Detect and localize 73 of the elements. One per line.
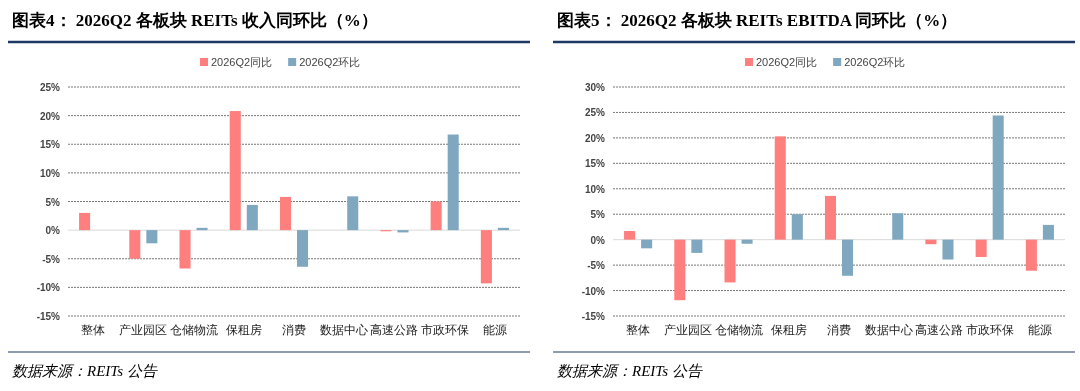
bar — [146, 230, 158, 244]
legend-label: 2026Q2同比 — [211, 56, 273, 68]
x-tick-label: 市政环保 — [965, 323, 1014, 337]
y-tick-label: 15% — [39, 139, 61, 151]
x-tick-label: 能源 — [1027, 323, 1052, 337]
bar — [246, 204, 258, 231]
y-tick-label: 5% — [45, 196, 61, 208]
bar — [774, 136, 786, 240]
y-tick-label: 30% — [584, 82, 606, 93]
y-tick-label: -10% — [36, 282, 61, 294]
x-tick-label: 消费 — [827, 323, 851, 337]
y-tick-label: -5% — [42, 253, 61, 265]
y-tick-label: -15% — [581, 311, 606, 322]
y-tick-label: -10% — [581, 285, 606, 297]
y-tick-label: 15% — [584, 158, 606, 170]
bar — [691, 239, 703, 253]
y-tick-label: 0% — [45, 225, 61, 237]
bar — [1042, 224, 1054, 240]
legend-label: 2026Q2同比 — [756, 56, 818, 68]
x-tick-label: 整体 — [81, 323, 106, 337]
chart-title: 图表4： 2026Q2 各板块 REITs 收入同环比（%） — [12, 11, 378, 30]
y-tick-label: 25% — [584, 107, 606, 119]
bar — [824, 195, 836, 240]
bar — [447, 134, 459, 231]
source-note: 数据来源：REITs 公告 — [12, 363, 158, 379]
chart-title: 图表5： 2026Q2 各板块 REITs EBITDA 同环比（%） — [557, 11, 958, 30]
y-tick-label: 20% — [584, 132, 606, 144]
bar — [975, 239, 987, 257]
bar — [347, 196, 359, 231]
x-tick-label: 能源 — [482, 323, 507, 337]
bar — [129, 230, 141, 259]
y-tick-label: 10% — [584, 183, 606, 195]
bar — [279, 196, 291, 231]
legend-label: 2026Q2环比 — [844, 56, 906, 68]
bar — [992, 115, 1004, 240]
x-tick-label: 保租房 — [770, 323, 807, 337]
y-tick-label: 10% — [39, 167, 61, 179]
bar — [641, 239, 653, 249]
bar — [892, 213, 904, 240]
bar — [179, 230, 191, 269]
x-tick-label: 仓储物流 — [169, 323, 218, 337]
bar — [480, 230, 492, 284]
y-tick-label: -5% — [587, 260, 606, 272]
x-tick-label: 仓储物流 — [714, 323, 763, 337]
y-tick-label: 0% — [590, 234, 606, 246]
x-tick-label: 高速公路 — [370, 323, 419, 337]
x-tick-label: 高速公路 — [915, 323, 964, 337]
x-tick-label: 产业园区 — [664, 323, 713, 337]
x-tick-label: 市政环保 — [420, 323, 469, 337]
bar — [79, 212, 91, 231]
y-tick-label: 25% — [39, 82, 61, 93]
source-note: 数据来源：REITs 公告 — [557, 363, 703, 379]
bar — [741, 239, 753, 244]
bar — [229, 111, 241, 231]
bar — [1025, 239, 1037, 271]
bar — [842, 239, 854, 276]
bar — [430, 201, 442, 231]
y-tick-label: 5% — [590, 209, 606, 221]
bar — [297, 230, 309, 267]
legend-label: 2026Q2环比 — [299, 56, 361, 68]
bar — [791, 214, 803, 240]
bar — [674, 239, 686, 301]
bar — [724, 239, 736, 283]
bar — [942, 239, 954, 260]
x-tick-label: 数据中心 — [320, 323, 369, 337]
bar — [624, 231, 636, 240]
x-tick-label: 整体 — [626, 323, 651, 337]
x-tick-label: 消费 — [282, 323, 306, 337]
y-tick-label: 20% — [39, 110, 61, 122]
x-tick-label: 数据中心 — [865, 323, 914, 337]
x-tick-label: 产业园区 — [119, 323, 168, 337]
y-tick-label: -15% — [36, 311, 61, 322]
x-tick-label: 保租房 — [225, 323, 262, 337]
